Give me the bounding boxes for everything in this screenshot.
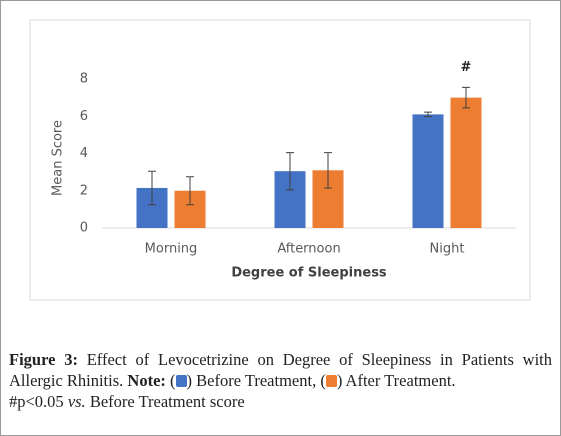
y-tick-label: 4 [80,146,88,161]
footnote-italic: vs. [67,392,86,411]
footnote: #p<0.05 [9,392,64,411]
caption: Figure 3: Effect of Levocetrizine on Deg… [9,349,552,412]
legend-paren: ) [186,371,193,390]
legend-label: Before Treatment [196,371,313,390]
note-label: Note: [127,371,166,390]
caption-text: Effect of Levocetrizine on Degree of Sle… [9,350,552,390]
legend-swatch [175,375,187,387]
error-bar [324,152,332,189]
x-tick-label: Night [430,242,465,257]
bar [450,97,482,228]
chart-frame [29,19,531,301]
legend-swatch [325,375,337,387]
x-tick-label: Afternoon [277,242,340,257]
footnote: Before Treatment score [89,392,245,411]
error-bar [462,86,470,109]
y-tick-label: 2 [80,183,88,198]
bar [412,114,444,228]
chart: Mean Score Degree of Sleepiness 0 2 4 6 8 Mor… [29,19,531,301]
legend-separator: , [312,371,317,390]
legend-paren: ( [170,371,176,390]
legend-label: After Treatment [345,371,452,390]
legend-separator: . [451,371,456,390]
y-tick-label: 6 [80,109,88,124]
legend-paren: ( [320,371,326,390]
x-axis-label: Degree of Sleepiness [231,266,387,281]
error-bar [286,152,294,191]
annotation: # [461,60,472,75]
caption-label: Figure 3: [9,350,78,369]
y-tick-label: 0 [80,221,88,236]
legend-paren: ) [336,371,343,390]
error-bar [424,111,432,118]
y-tick-label: 8 [80,72,88,87]
error-bar [148,170,156,206]
x-tick-label: Morning [145,242,198,257]
y-axis-label: Mean Score [51,120,66,196]
error-bar [186,176,194,206]
legend: () Before Treatment, () After Treatment. [170,371,456,390]
